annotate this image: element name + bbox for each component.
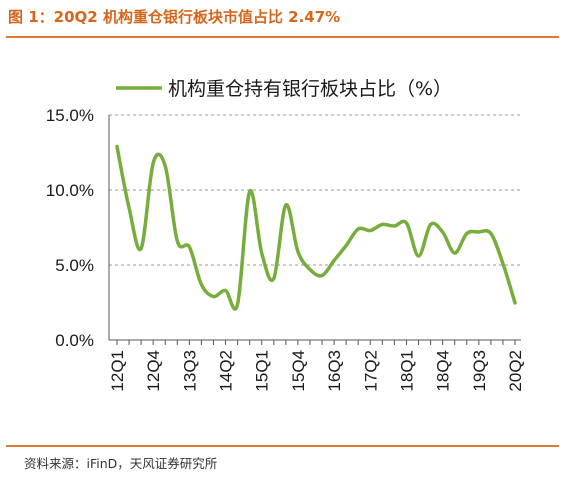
- title-rule: [6, 36, 559, 38]
- x-tick-label: 15Q1: [253, 350, 272, 392]
- x-tick-label: 20Q2: [506, 350, 525, 392]
- x-tick-label: 19Q3: [470, 350, 489, 392]
- footer-rule: [6, 445, 559, 447]
- y-tick-label: 15.0%: [46, 106, 94, 125]
- series-layer: [115, 144, 517, 311]
- y-tick-label: 5.0%: [55, 256, 94, 275]
- x-tick-label: 18Q4: [434, 350, 453, 392]
- x-axis: 12Q1 12Q4 13Q3 14Q2 15Q1 15Q4 16Q3 17Q2 18Q1 18Q4…: [108, 339, 525, 392]
- x-tick-label: 14Q2: [217, 350, 236, 392]
- x-tick-label: 16Q3: [325, 350, 344, 392]
- series-line: [115, 144, 517, 311]
- y-tick-label: 10.0%: [46, 181, 94, 200]
- source-note: 资料来源：iFinD，天风证券研究所: [24, 456, 218, 471]
- x-tick-label: 12Q1: [108, 350, 127, 392]
- x-tick-label: 17Q2: [361, 350, 380, 392]
- figure-title: 图 1：20Q2 机构重仓银行板块市值占比 2.47%: [8, 8, 341, 26]
- line-chart: 机构重仓持有银行板块占比（%） 0.0%5.0%10.0%15.0% 12Q1 1…: [46, 78, 525, 392]
- x-tick-label: 13Q3: [180, 350, 199, 392]
- gridlines: [109, 114, 521, 266]
- y-axis: 0.0% 5.0% 10.0% 15.0%: [46, 106, 110, 350]
- x-tick-label: 15Q4: [289, 350, 308, 392]
- x-tick-label: 18Q1: [397, 350, 416, 392]
- y-tick-label: 0.0%: [55, 331, 94, 350]
- x-tick-label: 12Q4: [144, 350, 163, 392]
- chart-legend: 机构重仓持有银行板块占比（%）: [116, 78, 452, 100]
- legend-label: 机构重仓持有银行板块占比（%）: [168, 78, 452, 100]
